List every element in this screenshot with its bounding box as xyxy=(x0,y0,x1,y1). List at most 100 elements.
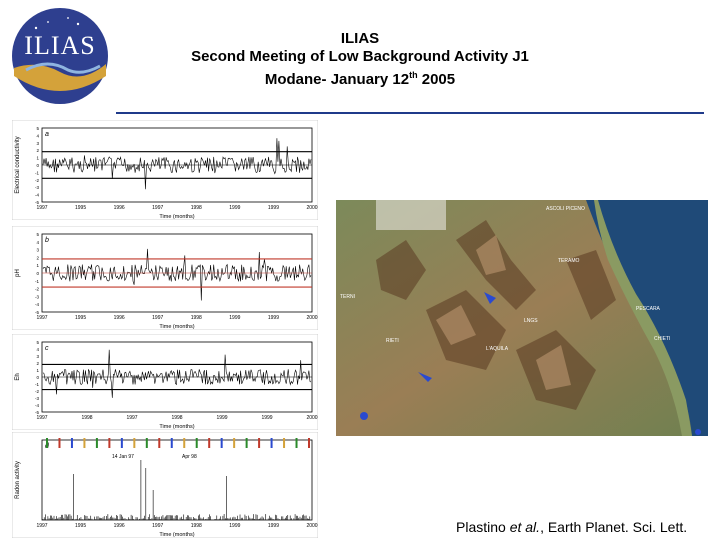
y-axis-label: Electrical conductivity xyxy=(15,136,21,193)
y-tick-label: 4 xyxy=(36,347,39,352)
x-tick-label: 1999 xyxy=(261,415,272,421)
x-tick-label: 1997 xyxy=(152,205,163,211)
x-tick-label: 1999 xyxy=(268,315,279,321)
x-tick-label: 1996 xyxy=(114,205,125,211)
x-tick-label: 1995 xyxy=(75,315,86,321)
y-tick-label: -1 xyxy=(35,279,39,284)
x-axis-label: Time (months) xyxy=(159,214,194,220)
header-line-3: Modane- January 12th 2005 xyxy=(264,70,456,88)
panel-letter: b xyxy=(45,237,49,244)
x-tick-label: 2000 xyxy=(306,205,317,211)
plot-annotation: Apr 98 xyxy=(182,454,197,460)
y-tick-label: 5 xyxy=(36,340,39,345)
y-tick-label: 0 xyxy=(36,271,39,276)
x-tick-label: 1998 xyxy=(81,415,92,421)
y-axis-label: Radon activity xyxy=(15,461,21,499)
plot-axes xyxy=(41,439,313,521)
x-tick-label: 1998 xyxy=(171,415,182,421)
map-label: RIETI xyxy=(386,338,399,344)
series-trace xyxy=(42,248,312,301)
event-marker xyxy=(170,438,173,448)
x-tick-label: 1998 xyxy=(191,523,202,529)
header-line-1: ILIAS xyxy=(340,30,380,47)
event-marker xyxy=(258,438,261,448)
map-label: L'AQUILA xyxy=(486,346,509,352)
x-tick-label: 1996 xyxy=(114,523,125,529)
x-tick-label: 1995 xyxy=(75,205,86,211)
x-tick-label: 1997 xyxy=(36,315,47,321)
y-tick-label: -3 xyxy=(35,185,39,190)
y-tick-label: -4 xyxy=(35,403,39,408)
y-tick-label: 5 xyxy=(36,126,39,131)
x-tick-label: 1998 xyxy=(191,315,202,321)
x-tick-label: 1999 xyxy=(229,315,240,321)
x-tick-label: 2000 xyxy=(306,315,317,321)
x-tick-label: 1999 xyxy=(268,205,279,211)
x-tick-label: 1995 xyxy=(75,523,86,529)
y-tick-label: 4 xyxy=(36,240,39,245)
x-tick-label: 2000 xyxy=(306,523,317,529)
event-marker xyxy=(183,438,186,448)
event-marker xyxy=(158,438,161,448)
event-marker xyxy=(233,438,236,448)
y-tick-label: 3 xyxy=(36,141,39,146)
y-tick-label: -4 xyxy=(35,193,39,198)
map-label: ASCOLI PICENO xyxy=(546,206,585,212)
x-tick-label: 1996 xyxy=(114,315,125,321)
y-tick-label: -2 xyxy=(35,389,39,394)
series-trace xyxy=(42,138,312,190)
event-marker xyxy=(108,438,111,448)
y-tick-label: 1 xyxy=(36,156,39,161)
y-tick-label: -1 xyxy=(35,170,39,175)
logo-text: ILIAS xyxy=(24,31,95,60)
citation: Plastino et al., Earth Planet. Sci. Lett… xyxy=(456,519,688,535)
x-tick-label: 1997 xyxy=(126,415,137,421)
x-tick-label: 1997 xyxy=(152,315,163,321)
slide-header: ILIAS Second Meeting of Low Background A… xyxy=(140,30,580,89)
map-label: PESCARA xyxy=(636,306,661,312)
event-marker xyxy=(295,438,298,448)
terrain-map: ASCOLI PICENO TERAMO PESCARA L'AQUILA RI… xyxy=(336,200,708,436)
event-marker xyxy=(195,438,198,448)
y-tick-label: 0 xyxy=(36,375,39,380)
y-tick-label: 2 xyxy=(36,148,39,153)
y-tick-label: -2 xyxy=(35,287,39,292)
plot-panel-a: a Electrical conductivity Time (months) 199… xyxy=(12,120,318,220)
event-marker xyxy=(145,438,148,448)
y-tick-label: 2 xyxy=(36,361,39,366)
y-tick-label: 1 xyxy=(36,368,39,373)
y-tick-label: 5 xyxy=(36,232,39,237)
x-axis-label: Time (months) xyxy=(159,532,194,538)
plot-panel-c: c Eh Time (months) 1997 1998 1997 1998 1999 1999… xyxy=(12,334,318,430)
x-tick-label: 1999 xyxy=(229,205,240,211)
event-marker xyxy=(46,438,48,448)
event-marker xyxy=(70,438,73,448)
y-tick-label: 0 xyxy=(36,163,39,168)
header-line-2: Second Meeting of Low Background Activit… xyxy=(191,48,529,65)
plot-frame xyxy=(12,120,318,220)
event-marker xyxy=(220,438,223,448)
x-tick-label: 1998 xyxy=(191,205,202,211)
event-marker xyxy=(83,438,86,448)
y-axis-label: Eh xyxy=(15,373,21,380)
y-tick-label: -1 xyxy=(35,382,39,387)
map-label: TERAMO xyxy=(558,258,580,264)
event-marker xyxy=(120,438,123,448)
map-label: CHIETI xyxy=(654,336,670,342)
y-tick-label: -4 xyxy=(35,302,39,307)
event-marker xyxy=(245,438,248,448)
plot-frame xyxy=(12,334,318,430)
x-tick-label: 1999 xyxy=(216,415,227,421)
x-tick-label: 2000 xyxy=(306,415,317,421)
event-marker xyxy=(133,438,136,448)
x-axis-label: Time (months) xyxy=(159,424,194,430)
event-marker xyxy=(308,438,310,448)
y-tick-label: -5 xyxy=(35,200,39,205)
x-tick-label: 1997 xyxy=(152,523,163,529)
panel-letter: a xyxy=(45,131,49,138)
y-tick-label: -3 xyxy=(35,396,39,401)
y-tick-label: 4 xyxy=(36,133,39,138)
ilias-logo: ILIAS xyxy=(12,8,108,104)
map-label: LNGS xyxy=(524,318,538,324)
